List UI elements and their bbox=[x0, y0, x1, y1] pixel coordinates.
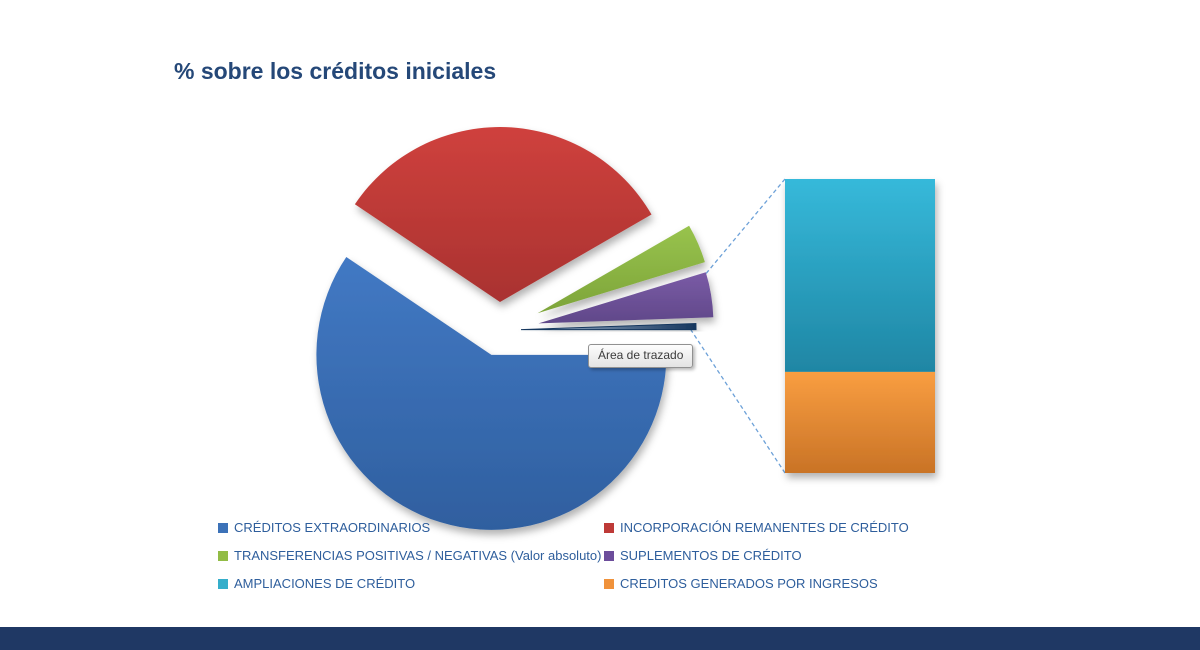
legend-item[interactable]: CRÉDITOS EXTRAORDINARIOS bbox=[218, 520, 604, 535]
plot-area-tooltip: Área de trazado bbox=[588, 344, 694, 368]
legend-label: AMPLIACIONES DE CRÉDITO bbox=[234, 576, 416, 591]
legend-swatch-icon bbox=[218, 578, 228, 589]
pie-slice-4[interactable] bbox=[538, 272, 714, 324]
pie-slice-5[interactable] bbox=[520, 322, 697, 331]
series-connector-line-1 bbox=[693, 178, 786, 289]
pie-slice-1[interactable] bbox=[316, 257, 667, 530]
bar-segment-2[interactable] bbox=[785, 371, 935, 473]
legend-label: CRÉDITOS EXTRAORDINARIOS bbox=[234, 520, 431, 535]
pie-slice-3[interactable] bbox=[537, 225, 705, 314]
bar-segment-1[interactable] bbox=[785, 179, 935, 372]
plot-area-tooltip-label: Área de trazado bbox=[598, 348, 684, 362]
legend-item[interactable]: CREDITOS GENERADOS POR INGRESOS bbox=[604, 576, 978, 591]
pie-slice-2[interactable] bbox=[354, 127, 652, 302]
legend-label: TRANSFERENCIAS POSITIVAS / NEGATIVAS (Va… bbox=[234, 548, 602, 563]
legend-label: SUPLEMENTOS DE CRÉDITO bbox=[620, 548, 802, 563]
legend-item[interactable]: INCORPORACIÓN REMANENTES DE CRÉDITO bbox=[604, 520, 978, 535]
legend-swatch-icon bbox=[604, 578, 614, 589]
legend-swatch-icon bbox=[218, 522, 228, 533]
legend-swatch-icon bbox=[218, 550, 228, 561]
legend-item[interactable]: SUPLEMENTOS DE CRÉDITO bbox=[604, 548, 978, 563]
legend-item[interactable]: AMPLIACIONES DE CRÉDITO bbox=[218, 576, 604, 591]
slide-footer-band bbox=[0, 627, 1200, 650]
legend-label: CREDITOS GENERADOS POR INGRESOS bbox=[620, 576, 878, 591]
legend-label: INCORPORACIÓN REMANENTES DE CRÉDITO bbox=[620, 520, 909, 535]
chart-title[interactable]: % sobre los créditos iniciales bbox=[174, 58, 497, 84]
legend-swatch-icon bbox=[604, 522, 614, 533]
chart-legend: CRÉDITOS EXTRAORDINARIOS INCORPORACIÓN RE… bbox=[218, 520, 978, 591]
series-connector-line-2 bbox=[690, 329, 786, 474]
legend-item[interactable]: TRANSFERENCIAS POSITIVAS / NEGATIVAS (Va… bbox=[218, 548, 604, 563]
legend-swatch-icon bbox=[604, 550, 614, 561]
